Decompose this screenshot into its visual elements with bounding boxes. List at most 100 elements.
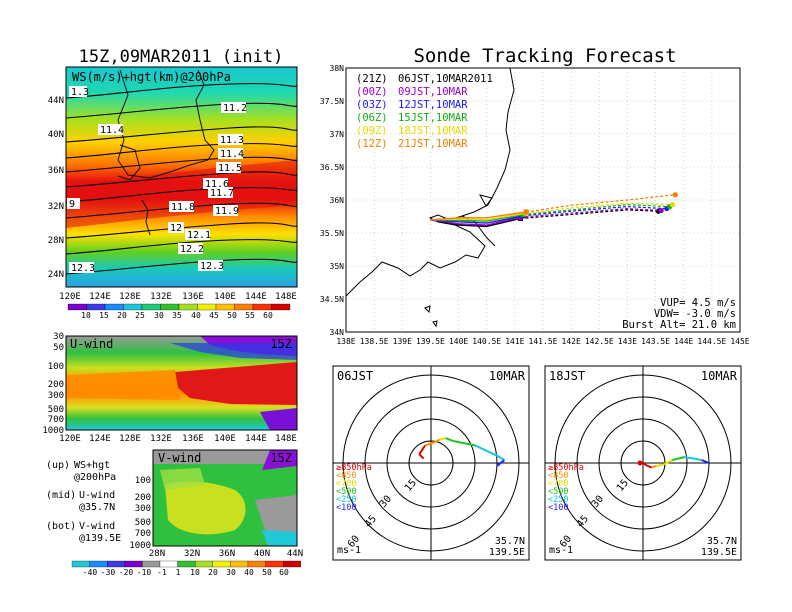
note-key: (up) bbox=[46, 460, 70, 471]
hodo-lon: 139.5E bbox=[489, 547, 525, 558]
contour-line bbox=[66, 126, 297, 143]
v-colorbar-labels: -40 -30 -20 -10 -1 1 10 20 30 40 50 60 bbox=[83, 568, 289, 577]
track-line bbox=[523, 203, 670, 216]
lat-tick: 35N bbox=[330, 262, 345, 271]
lon-tick: 128E bbox=[119, 292, 141, 302]
lon-tick: 124E bbox=[89, 292, 111, 302]
lon-tick: 140E bbox=[214, 292, 236, 302]
note-text: @35.7N bbox=[79, 502, 115, 513]
svg-text:9: 9 bbox=[69, 199, 75, 210]
contour-label: 11.9 bbox=[213, 205, 239, 217]
hodo-date: 10MAR bbox=[489, 369, 526, 383]
contour-label: 12.3 bbox=[69, 262, 95, 274]
legend-entry: ≥850hPa bbox=[548, 463, 584, 473]
contour-label: 1.3 bbox=[69, 86, 89, 98]
svg-text:11.7: 11.7 bbox=[210, 188, 234, 199]
lon-tick: 140E bbox=[214, 434, 236, 444]
p-tick: 700 bbox=[48, 415, 64, 425]
lon-tick: 128E bbox=[119, 434, 141, 444]
contour-label: 11.8 bbox=[169, 201, 195, 213]
hodograph-segment bbox=[663, 459, 673, 466]
colorbar-swatch bbox=[142, 560, 161, 568]
track-line bbox=[520, 207, 662, 218]
track-line bbox=[526, 194, 676, 213]
lon-tick: 143.5E bbox=[641, 337, 670, 346]
hodograph-rings bbox=[545, 366, 741, 560]
hodograph-segment bbox=[496, 459, 505, 467]
v-wind-title: V-wind bbox=[158, 451, 201, 465]
colorbar-label: 15 bbox=[99, 311, 109, 320]
p-tick: 300 bbox=[48, 391, 64, 401]
lon-tick: 136E bbox=[182, 292, 204, 302]
colorbar-swatch bbox=[177, 560, 196, 568]
contour-label: 12.1 bbox=[185, 229, 211, 241]
p-tick: 200 bbox=[135, 493, 151, 503]
note-text: U-wind bbox=[79, 490, 115, 501]
lon-tick: 142E bbox=[562, 337, 581, 346]
colorbar-label: 50 bbox=[227, 311, 237, 320]
legend-entry: <100 bbox=[548, 503, 568, 513]
legend-code: (09Z) bbox=[356, 125, 388, 137]
hodograph-rings bbox=[333, 366, 529, 560]
lon-tick: 143E bbox=[618, 337, 637, 346]
hodograph-18jst: 18JST 10MAR ms-1 35.7N 139.5E ≥850hPa <8… bbox=[544, 365, 742, 561]
legend-code: (12Z) bbox=[356, 138, 388, 150]
vup-readout: VUP= 4.5 m/s bbox=[660, 297, 736, 309]
colorbar-swatch bbox=[247, 560, 266, 568]
track-line bbox=[430, 216, 521, 226]
colorbar-label: 10 bbox=[190, 568, 200, 577]
landing-marker bbox=[669, 202, 676, 208]
lon-tick: 139E bbox=[393, 337, 412, 346]
legend-entry: <850 bbox=[336, 471, 356, 481]
v-colorbar bbox=[71, 560, 301, 568]
izu-island bbox=[424, 305, 431, 314]
contour-label: 9 bbox=[67, 198, 80, 210]
contour-line bbox=[66, 239, 297, 255]
lon-tick: 144E bbox=[245, 434, 267, 444]
hodograph-segment bbox=[474, 444, 498, 457]
korea-coast bbox=[117, 144, 141, 181]
colorbar-label: 30 bbox=[154, 311, 164, 320]
right-title: Sonde Tracking Forecast bbox=[413, 45, 676, 67]
lon-tick: 142.5E bbox=[585, 337, 614, 346]
svg-text:12.2: 12.2 bbox=[180, 244, 204, 255]
legend-code: (00Z) bbox=[356, 86, 388, 98]
ws-colorbar bbox=[67, 303, 291, 311]
p-tick: 1000 bbox=[129, 541, 151, 551]
legend-text: 12JST,10MAR bbox=[398, 99, 468, 111]
colorbar-swatch bbox=[89, 560, 108, 568]
contour-label-boxes: 1.3 11.2 11.4 11.3 11.4 11.5 11.6 11.7 1… bbox=[67, 86, 247, 274]
lat-tick: 40N bbox=[254, 549, 270, 559]
p-tick: 1000 bbox=[42, 426, 64, 436]
p-tick: 500 bbox=[48, 405, 64, 415]
lat-tick: 36.5N bbox=[320, 163, 344, 172]
ryukyu-coast bbox=[141, 199, 151, 236]
contour-label: 11.4 bbox=[98, 124, 124, 136]
island bbox=[479, 194, 493, 207]
colorbar-swatch bbox=[124, 560, 143, 568]
hodograph-segment bbox=[656, 463, 664, 467]
colorbar-swatch bbox=[104, 303, 124, 311]
panel-notes: (up) WS+hgt @200hPa (mid) U-wind @35.7N … bbox=[46, 460, 121, 544]
hodo-unit: ms-1 bbox=[337, 545, 361, 556]
hodograph-06jst: 06JST 10MAR ms-1 35.7N 139.5E ≥850hPa <8… bbox=[332, 365, 530, 561]
lat-tick: 37N bbox=[330, 130, 345, 139]
legend-code: (06Z) bbox=[356, 112, 388, 124]
colorbar-swatch bbox=[215, 303, 235, 311]
map-lon-ticks: 120E 124E 128E 132E 136E 140E 144E 148E bbox=[59, 292, 297, 302]
contour-label: 12 bbox=[168, 222, 184, 234]
colorbar-swatch bbox=[195, 560, 213, 568]
hodo-unit: ms-1 bbox=[549, 545, 573, 556]
lon-tick: 120E bbox=[59, 292, 81, 302]
contour-label: 12.2 bbox=[178, 243, 204, 255]
jet-core bbox=[66, 160, 297, 228]
lon-tick: 132E bbox=[150, 434, 172, 444]
contour-line bbox=[66, 222, 297, 239]
p-tick: 700 bbox=[135, 529, 151, 539]
svg-text:11.2: 11.2 bbox=[223, 103, 247, 114]
colorbar-label: 60 bbox=[263, 311, 273, 320]
colorbar-label: -20 bbox=[119, 568, 134, 577]
hodo-title: 06JST bbox=[337, 369, 373, 383]
lat-tick: 28N bbox=[48, 236, 64, 246]
